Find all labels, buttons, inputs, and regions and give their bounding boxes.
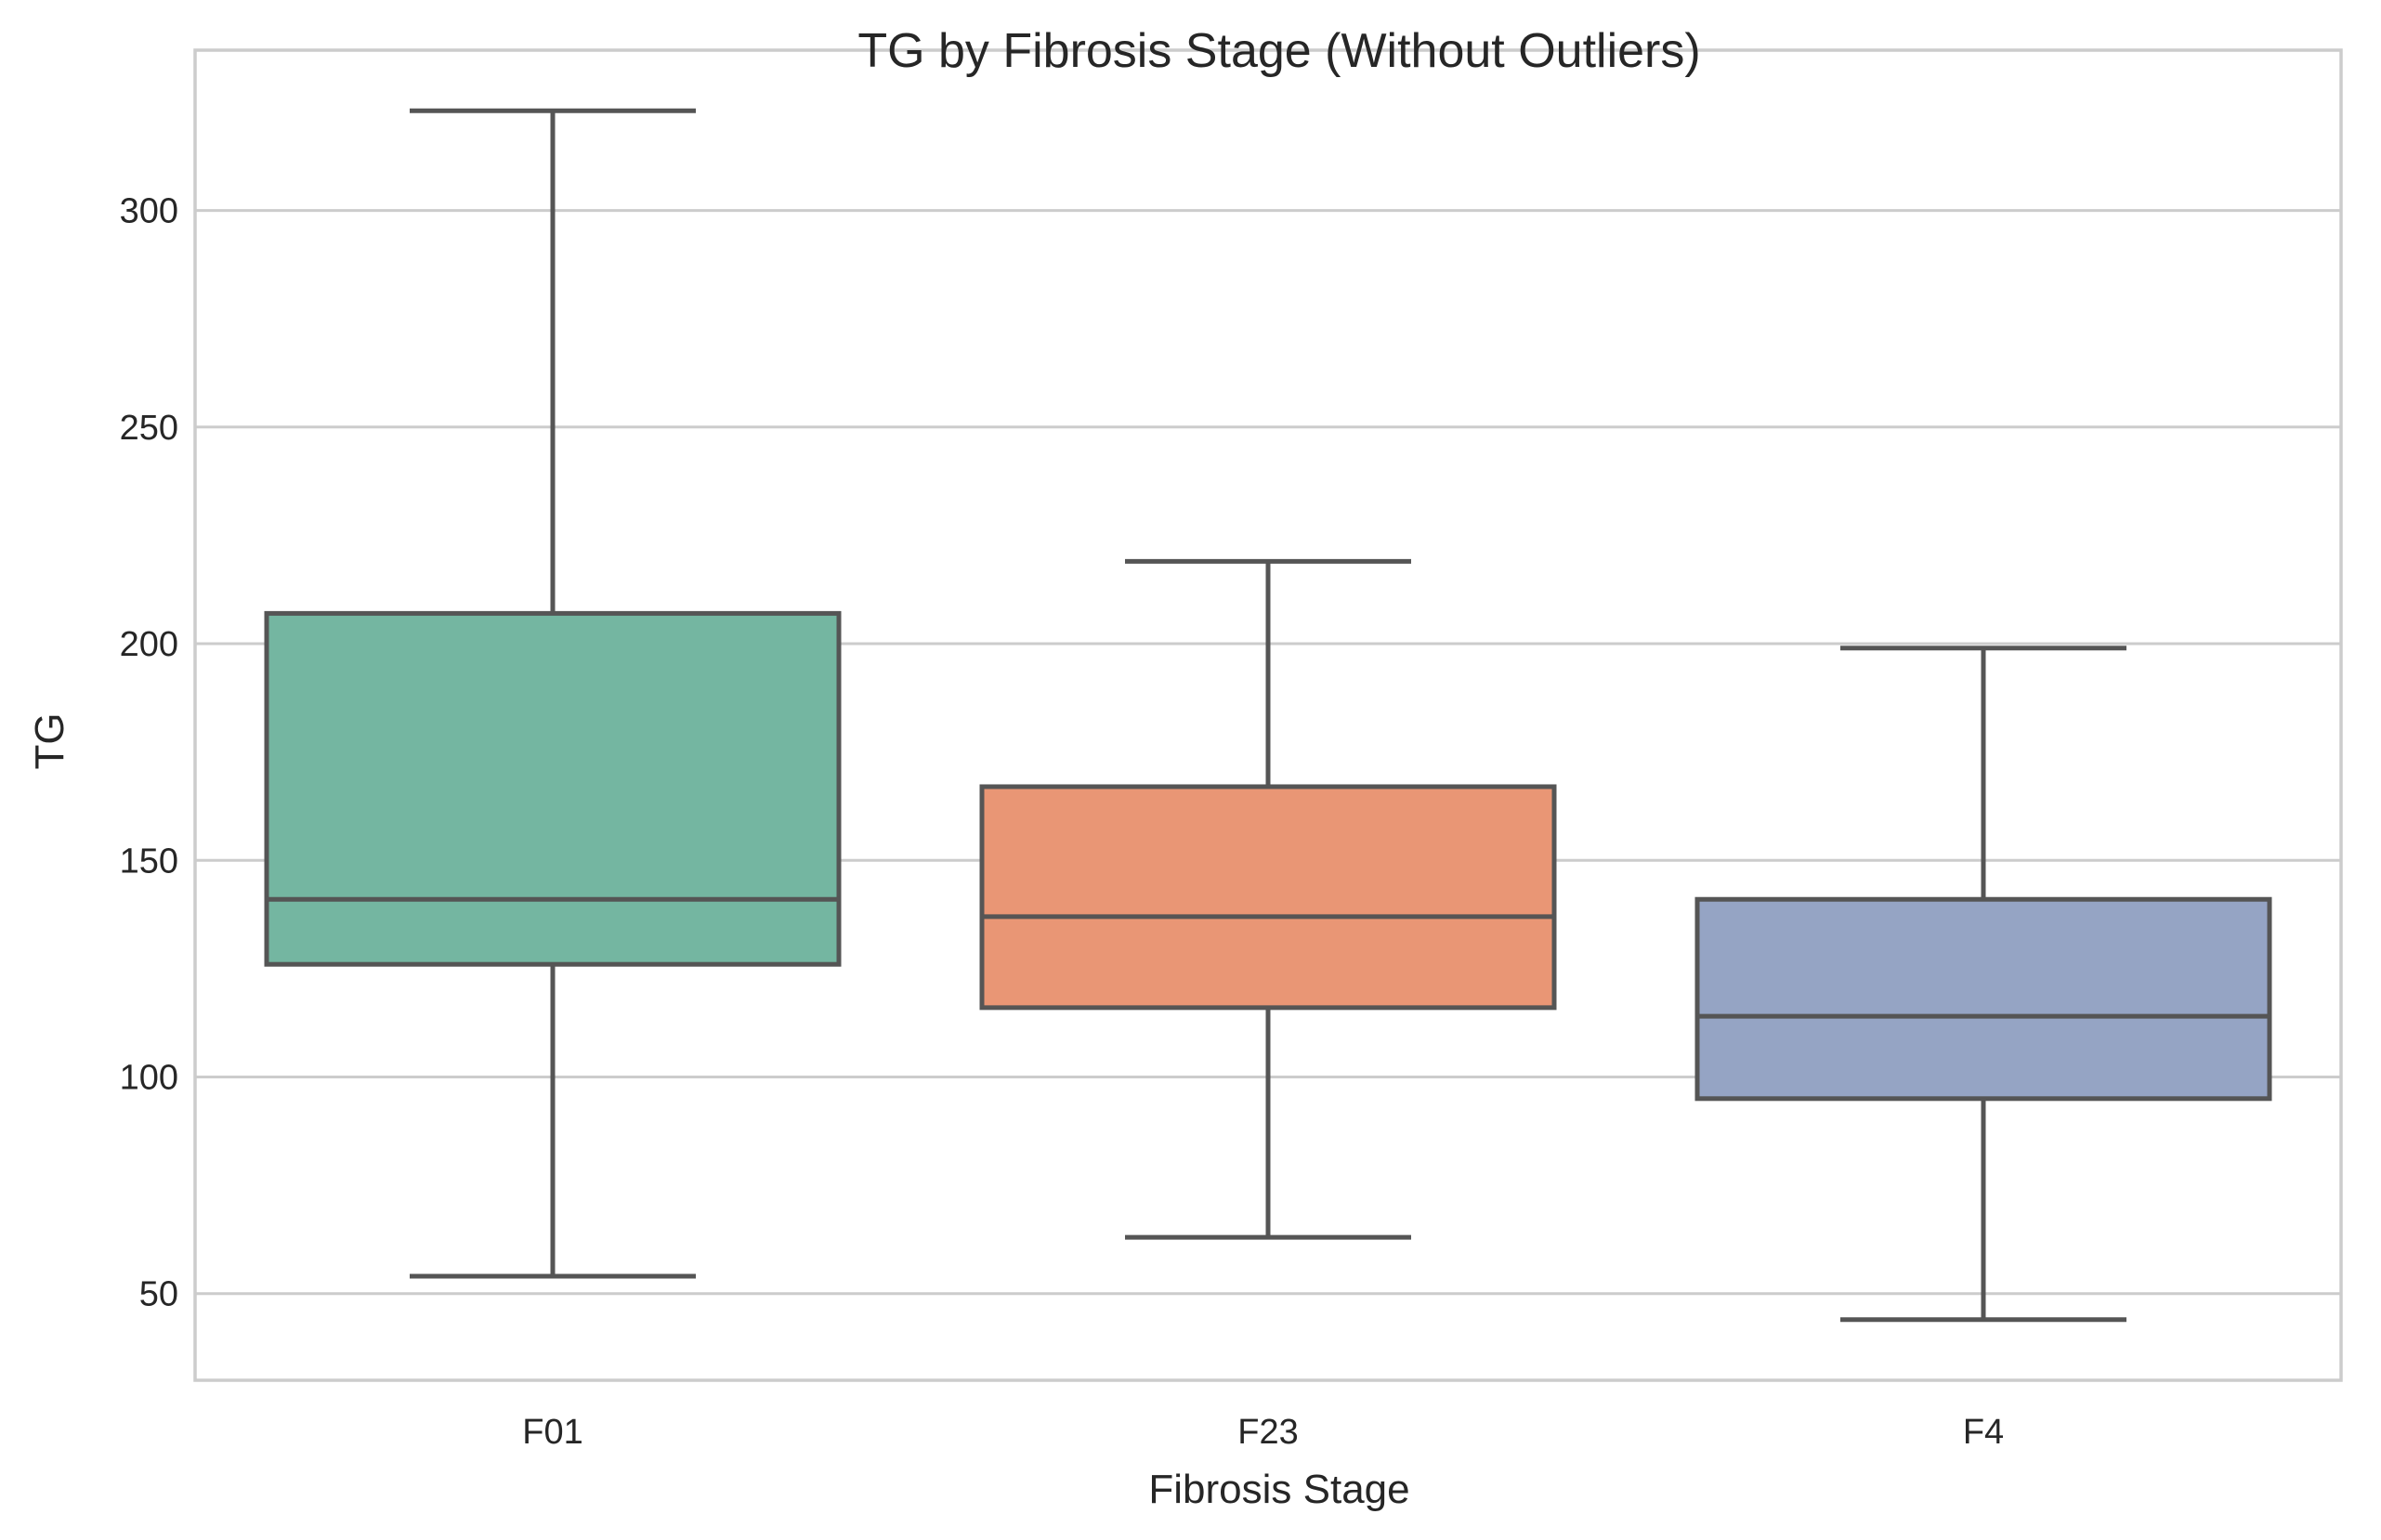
x-tick-label: F01: [522, 1413, 582, 1452]
x-tick-labels: F01 F23 F4: [522, 1413, 2004, 1452]
y-tick-labels: 50 100 150 200 250 300: [120, 192, 178, 1314]
x-axis-label: Fibrosis Stage: [1148, 1467, 1409, 1512]
y-tick-label: 50: [139, 1275, 178, 1314]
plot-frame: [193, 48, 2343, 1382]
y-tick-label: 300: [120, 192, 178, 231]
y-tick-label: 200: [120, 625, 178, 664]
boxes: [264, 108, 2272, 1323]
iqr-box: [1694, 896, 2272, 1102]
box-group-f4: [1694, 646, 2272, 1323]
y-tick-label: 100: [120, 1058, 178, 1097]
iqr-box: [979, 784, 1557, 1011]
y-tick-label: 150: [120, 842, 178, 881]
y-tick-label: 250: [120, 409, 178, 448]
iqr-box: [264, 610, 842, 967]
x-tick-label: F4: [1963, 1413, 2004, 1452]
y-axis-label: TG: [27, 712, 72, 769]
box-group-f01: [264, 108, 842, 1279]
box-group-f23: [979, 558, 1557, 1240]
x-tick-label: F23: [1237, 1413, 1298, 1452]
chart-title: TG by Fibrosis Stage (Without Outliers): [857, 24, 1700, 78]
